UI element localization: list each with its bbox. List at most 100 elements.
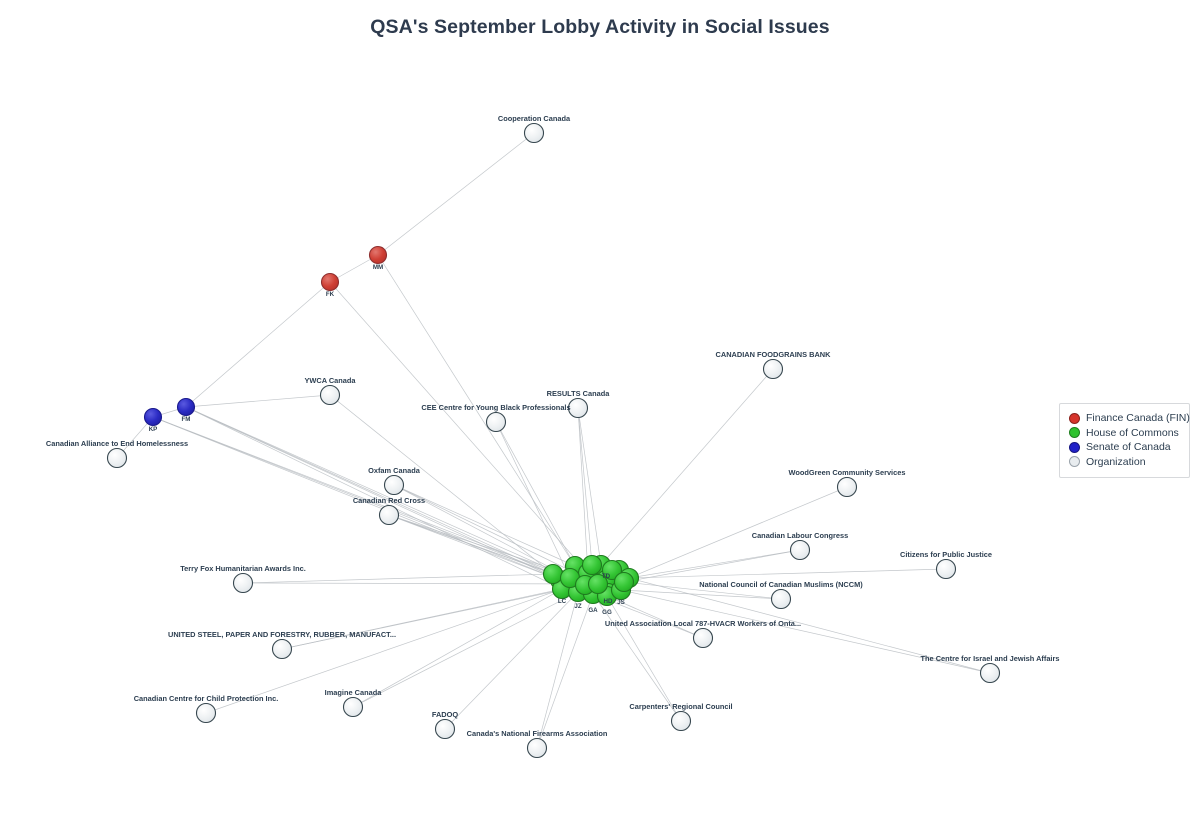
graph-node[interactable]: [762, 358, 784, 380]
graph-node[interactable]: [485, 411, 507, 433]
graph-node[interactable]: [613, 571, 635, 593]
graph-edge: [444, 591, 579, 730]
graph-node[interactable]: [176, 397, 196, 417]
graph-edge: [352, 591, 579, 708]
graph-node[interactable]: [789, 539, 811, 561]
graph-node[interactable]: [378, 504, 400, 526]
graph-node-label: Carpenters' Regional Council: [629, 702, 732, 711]
graph-edge: [620, 589, 782, 600]
graph-edge: [242, 582, 599, 585]
graph-edge: [185, 406, 563, 590]
graph-node[interactable]: [526, 737, 548, 759]
graph-node-label: Canadian Alliance to End Homelessness: [46, 439, 188, 448]
legend-item-label: Senate of Canada: [1086, 441, 1171, 453]
graph-edge: [577, 407, 593, 566]
graph-node[interactable]: [670, 710, 692, 732]
graph-edge: [536, 591, 579, 749]
graph-node[interactable]: [567, 397, 589, 419]
graph-edge: [628, 577, 991, 674]
graph-node-label: Canadian Labour Congress: [752, 531, 849, 540]
graph-edge: [377, 132, 535, 256]
graph-node-label: FM: [182, 416, 191, 423]
graph-edge: [628, 549, 801, 579]
graph-node-label: YWCA Canada: [304, 376, 356, 385]
legend-color-swatch: [1069, 427, 1080, 439]
graph-node-label: Oxfam Canada: [368, 466, 421, 475]
legend-item[interactable]: Finance Canada (FIN): [1069, 411, 1190, 426]
graph-edge: [577, 407, 589, 574]
graph-node[interactable]: [836, 476, 858, 498]
node-label-layer: Cooperation Canada MM FK CANADIAN FOODGRAIN…: [46, 114, 1060, 738]
graph-edge: [577, 407, 602, 566]
graph-edge: [185, 406, 554, 575]
graph-edge: [536, 593, 594, 749]
graph-node-label: HD: [604, 598, 613, 605]
graph-node[interactable]: [320, 272, 340, 292]
graph-node[interactable]: [106, 447, 128, 469]
graph-node[interactable]: [601, 559, 623, 581]
graph-node[interactable]: [232, 572, 254, 594]
graph-node[interactable]: [434, 718, 456, 740]
legend-item[interactable]: House of Commons: [1069, 426, 1180, 441]
graph-node[interactable]: [368, 245, 388, 265]
graph-edge: [592, 593, 682, 722]
graph-edge: [352, 588, 563, 708]
graph-node[interactable]: [271, 638, 293, 660]
legend-item[interactable]: Senate of Canada: [1069, 440, 1180, 455]
graph-edge: [152, 416, 561, 581]
graph-edge: [185, 281, 331, 408]
graph-node[interactable]: [319, 384, 341, 406]
graph-node[interactable]: [935, 558, 957, 580]
graph-node-label: MM: [373, 264, 383, 271]
graph-node-label: LC: [558, 598, 567, 605]
graph-node[interactable]: [383, 474, 405, 496]
legend-item-label: Finance Canada (FIN): [1086, 412, 1190, 424]
graph-node-label: CANADIAN FOODGRAINS BANK: [716, 350, 832, 359]
graph-edge: [152, 416, 554, 575]
graph-node-label: RESULTS Canada: [547, 389, 611, 398]
graph-edge: [185, 394, 331, 408]
graph-node[interactable]: [342, 696, 364, 718]
graph-edge: [393, 484, 576, 567]
graph-node-label: Citizens for Public Justice: [900, 550, 992, 559]
graph-edge: [600, 368, 774, 566]
legend-color-swatch: [1069, 456, 1080, 468]
graph-edge: [495, 421, 576, 567]
node-layer: [106, 122, 1001, 759]
graph-node[interactable]: [692, 627, 714, 649]
graph-edge: [495, 421, 571, 579]
graph-edge: [205, 588, 563, 714]
graph-node[interactable]: [542, 563, 564, 585]
graph-edge: [606, 595, 682, 722]
graph-edge: [329, 281, 589, 574]
graph-node[interactable]: [523, 122, 545, 144]
graph-edge: [185, 406, 571, 579]
graph-edge: [242, 573, 554, 584]
graph-node-label: Canadian Centre for Child Protection Inc…: [134, 694, 279, 703]
graph-node-label: Cooperation Canada: [498, 114, 571, 123]
graph-node[interactable]: [581, 554, 603, 576]
graph-node[interactable]: [979, 662, 1001, 684]
graph-node-label: GG: [602, 609, 612, 616]
graph-edge: [281, 584, 586, 650]
graph-node-label: The Centre for Israel and Jewish Affairs: [921, 654, 1060, 663]
graph-edge: [329, 254, 379, 283]
legend-color-swatch: [1069, 412, 1080, 424]
legend-item-label: Organization: [1086, 455, 1146, 468]
graph-edge: [388, 514, 561, 581]
graph-edge: [628, 568, 947, 579]
graph-node[interactable]: [587, 573, 609, 595]
graph-edge: [393, 484, 571, 579]
legend-item[interactable]: Organization: [1069, 455, 1180, 470]
legend-item-label: House of Commons: [1086, 426, 1179, 439]
edge-layer: [116, 132, 991, 749]
graph-edge: [329, 394, 554, 575]
graph-edge: [185, 406, 561, 581]
graph-node-label: JS: [617, 599, 625, 606]
graph-node[interactable]: [143, 407, 163, 427]
graph-node[interactable]: [770, 588, 792, 610]
graph-node[interactable]: [195, 702, 217, 724]
legend: Finance Canada (FIN) House of Commons Sena…: [1059, 403, 1190, 478]
graph-edge: [606, 595, 704, 639]
